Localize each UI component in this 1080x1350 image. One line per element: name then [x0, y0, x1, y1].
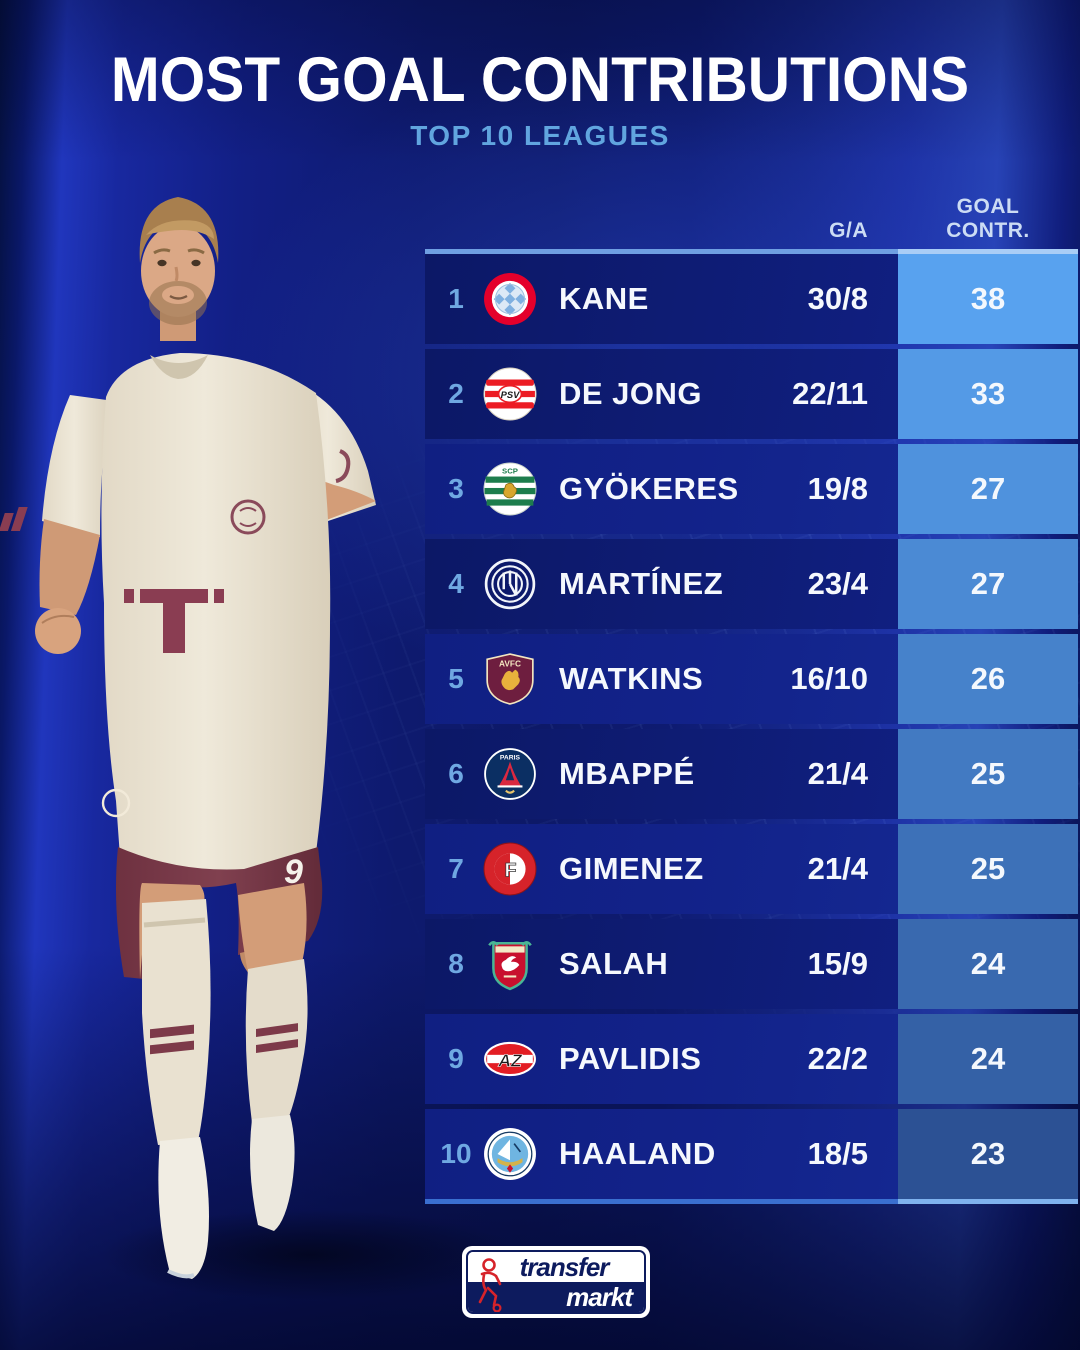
- rank-label: 3: [448, 473, 464, 504]
- liverpool-badge-icon: [483, 937, 537, 991]
- logo-text-markt: markt: [566, 1282, 633, 1312]
- table-top-divider: [425, 249, 1078, 254]
- goal-contr-cell: 24: [898, 919, 1078, 1009]
- transfermarkt-player-icon: [478, 1258, 502, 1312]
- goal-contr-cell: 33: [898, 349, 1078, 439]
- goal-contr-column-header: GOAL CONTR.: [946, 194, 1030, 242]
- table-row: 5 AVFC WATKINS 16/10 26: [425, 634, 1078, 724]
- page-subtitle: TOP 10 LEAGUES: [410, 120, 670, 151]
- table-header: G/A GOAL CONTR.: [425, 185, 1078, 249]
- feyenoord-badge-icon: F: [483, 842, 537, 896]
- table-row: 9 AZ PAVLIDIS 22/2 24: [425, 1014, 1078, 1104]
- svg-text:F: F: [504, 859, 516, 881]
- goal-contr-cell: 24: [898, 1014, 1078, 1104]
- ga-value: 21/4: [807, 756, 868, 791]
- svg-text:PARIS: PARIS: [500, 754, 521, 761]
- goal-contr-cell: 25: [898, 729, 1078, 819]
- svg-text:PSV: PSV: [501, 390, 520, 400]
- ga-column-header: G/A: [829, 219, 868, 242]
- goal-contr-cell: 23: [898, 1109, 1078, 1199]
- svg-text:AZ: AZ: [497, 1050, 523, 1070]
- rank-label: 2: [448, 378, 464, 409]
- svg-text:SCP: SCP: [502, 466, 518, 475]
- rank-label: 9: [448, 1043, 464, 1074]
- logo-text-transfer: transfer: [519, 1252, 610, 1282]
- rank-label: 1: [448, 283, 464, 314]
- table-bottom-divider: [425, 1199, 1078, 1204]
- player-name: WATKINS: [559, 661, 704, 696]
- goal-contr-cell: 38: [898, 254, 1078, 344]
- psv-eindhoven-badge-icon: PSV: [483, 367, 537, 421]
- player-name: MARTÍNEZ: [559, 566, 724, 601]
- manchester-city-badge-icon: [483, 1127, 537, 1181]
- player-name: PAVLIDIS: [559, 1041, 702, 1076]
- goal-contr-cell: 26: [898, 634, 1078, 724]
- player-name: DE JONG: [559, 376, 703, 411]
- rank-label: 10: [440, 1138, 472, 1169]
- player-photo-harry-kane: 9: [0, 197, 376, 1279]
- table-row: 4 MARTÍNEZ 23/4 27: [425, 539, 1078, 629]
- ga-value: 21/4: [807, 851, 868, 886]
- az-alkmaar-badge-icon: AZ: [483, 1032, 537, 1086]
- table-row: 8 SALAH 15/9 24: [425, 919, 1078, 1009]
- table-row: 7 F GIMENEZ 21/4 25: [425, 824, 1078, 914]
- bayern-munich-badge-icon: [483, 272, 537, 326]
- sporting-cp-badge-icon: SCP: [483, 462, 537, 516]
- table-row: 3 SCP GYÖKERES 19/8 27: [425, 444, 1078, 534]
- table-row: 10 HAALAND 18/5 23: [425, 1109, 1078, 1199]
- goal-contr-cell: 27: [898, 444, 1078, 534]
- ga-value: 22/2: [807, 1041, 868, 1076]
- table-row: 2 PSV DE JONG 22/11 33: [425, 349, 1078, 439]
- ga-value: 18/5: [807, 1136, 868, 1171]
- svg-text:AVFC: AVFC: [499, 659, 521, 669]
- ga-value: 30/8: [807, 281, 868, 316]
- goal-contr-cell: 25: [898, 824, 1078, 914]
- table-rows: 1 KANE 30/8 38 2 PSV DE JONG 22/11: [425, 254, 1078, 1199]
- ga-value: 23/4: [807, 566, 868, 601]
- rank-label: 6: [448, 758, 464, 789]
- player-name: GIMENEZ: [559, 851, 704, 886]
- player-name: KANE: [559, 281, 649, 316]
- page-title: MOST GOAL CONTRIBUTIONS: [110, 45, 970, 115]
- goal-contr-cell: 27: [898, 539, 1078, 629]
- player-name: MBAPPÉ: [559, 756, 695, 791]
- table-row: 1 KANE 30/8 38: [425, 254, 1078, 344]
- ga-value: 15/9: [807, 946, 868, 981]
- ga-value: 16/10: [790, 661, 868, 696]
- svg-text:9: 9: [284, 853, 303, 891]
- ga-value: 22/11: [792, 376, 868, 411]
- rank-label: 7: [448, 853, 464, 884]
- rank-label: 5: [448, 663, 464, 694]
- player-name: GYÖKERES: [559, 471, 739, 506]
- ranking-table: G/A GOAL CONTR. 1 KANE 30/8 38 2: [425, 185, 1078, 1204]
- transfermarkt-logo: transfer markt: [462, 1246, 650, 1318]
- table-row: 6 PARIS MBAPPÉ 21/4 25: [425, 729, 1078, 819]
- inter-milan-badge-icon: [483, 557, 537, 611]
- aston-villa-badge-icon: AVFC: [483, 652, 537, 706]
- rank-label: 4: [448, 568, 464, 599]
- player-name: HAALAND: [559, 1136, 716, 1171]
- psg-badge-icon: PARIS: [483, 747, 537, 801]
- rank-label: 8: [448, 948, 464, 979]
- ga-value: 19/8: [807, 471, 868, 506]
- player-name: SALAH: [559, 946, 669, 981]
